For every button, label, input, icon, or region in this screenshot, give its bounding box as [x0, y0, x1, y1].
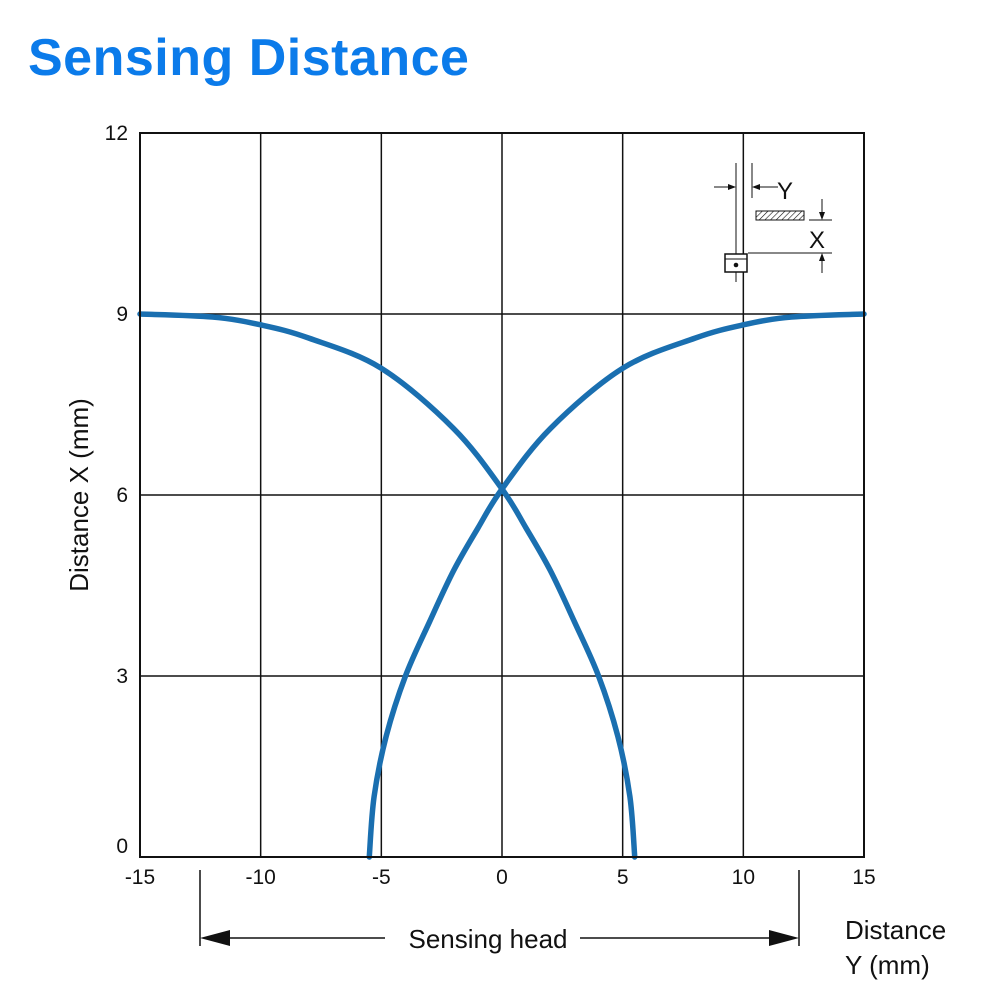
x-tick-label: -5 [372, 866, 391, 889]
x-axis-label-line2: Y (mm) [845, 950, 930, 980]
sensing-head-label: Sensing head [408, 924, 567, 954]
series-layer [137, 311, 867, 860]
y-axis-label: Distance X (mm) [64, 398, 94, 592]
chart-title: Sensing Distance [28, 29, 470, 87]
inset-arrow-left-icon [752, 184, 760, 190]
x-tick-label: 15 [852, 866, 875, 889]
plot-frame [139, 132, 865, 858]
y-tick-label: 0 [116, 835, 128, 858]
series-curve-1 [366, 311, 867, 860]
inset-y-label: Y [777, 178, 793, 205]
y-tick-label: 9 [116, 303, 128, 326]
x-tick-label: 5 [617, 866, 629, 889]
x-axis-label-line1: Distance [845, 915, 946, 945]
x-tick-label: 0 [496, 866, 508, 889]
y-tick-label: 3 [116, 665, 128, 688]
x-tick-label: 10 [732, 866, 755, 889]
grid [139, 132, 865, 858]
arrow-left-icon [200, 930, 230, 946]
ticks: -15 -10 -5 0 5 10 15 0 3 6 9 12 [105, 122, 876, 889]
series-curve-2 [137, 311, 638, 860]
target-object-icon [755, 210, 805, 221]
x-tick-label: -15 [125, 866, 155, 889]
inset-arrow-right-icon [728, 184, 736, 190]
inset-arrow-down-icon [819, 212, 825, 220]
inset-diagram: Y X [714, 163, 832, 282]
y-tick-label: 6 [116, 484, 128, 507]
y-tick-label: 12 [105, 122, 128, 145]
inset-arrow-up-icon [819, 253, 825, 261]
x-tick-label: -10 [245, 866, 275, 889]
arrow-right-icon [769, 930, 799, 946]
inset-x-label: X [809, 227, 825, 254]
sensing-head-dimension [199, 870, 800, 946]
